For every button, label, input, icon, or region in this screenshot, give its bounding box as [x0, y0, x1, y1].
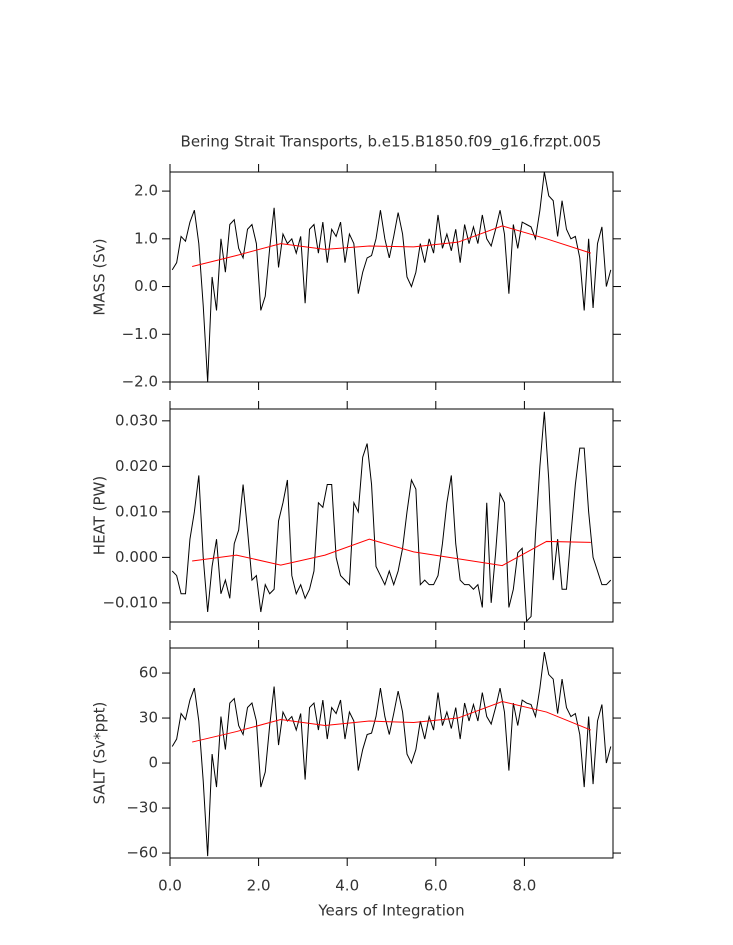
x-tick-label: 6.0: [424, 877, 448, 895]
y-tick-label: 0: [148, 754, 158, 772]
x-tick-label: 8.0: [512, 877, 536, 895]
chart-title: Bering Strait Transports, b.e15.B1850.f0…: [181, 133, 602, 152]
data-line: [192, 538, 591, 567]
data-line: [171, 171, 612, 383]
plot-frame: [169, 171, 614, 383]
plot-frame: [169, 647, 614, 859]
y-tick-label: 0.000: [115, 548, 158, 566]
y-tick-label: 60: [139, 664, 158, 682]
y-tick-label: 0.010: [115, 502, 158, 520]
y-tick-label: 2.0: [134, 182, 158, 200]
y-tick-label: −1.0: [122, 325, 158, 343]
plot-frame: [169, 408, 614, 623]
data-line: [192, 701, 592, 743]
x-axis-label: Years of Integration: [317, 902, 464, 920]
y-tick-label: −0.010: [102, 593, 158, 611]
data-line: [192, 225, 592, 267]
y-axis-label: HEAT (PW): [91, 476, 109, 555]
data-line: [171, 411, 612, 623]
data-line: [171, 651, 612, 857]
x-tick-label: 2.0: [247, 877, 271, 895]
x-tick-label: 0.0: [158, 877, 182, 895]
x-tick-label: 4.0: [335, 877, 359, 895]
y-tick-label: 1.0: [134, 229, 158, 247]
y-axis-label: SALT (Sv*ppt): [91, 702, 109, 805]
y-tick-label: −30: [126, 799, 158, 817]
y-tick-label: −2.0: [122, 373, 158, 391]
y-tick-label: 0.030: [115, 411, 158, 429]
y-axis-label: MASS (Sv): [91, 238, 109, 315]
y-tick-label: −60: [126, 844, 158, 862]
y-tick-label: 30: [139, 709, 158, 727]
y-tick-label: 0.0: [134, 277, 158, 295]
y-tick-label: 0.020: [115, 457, 158, 475]
